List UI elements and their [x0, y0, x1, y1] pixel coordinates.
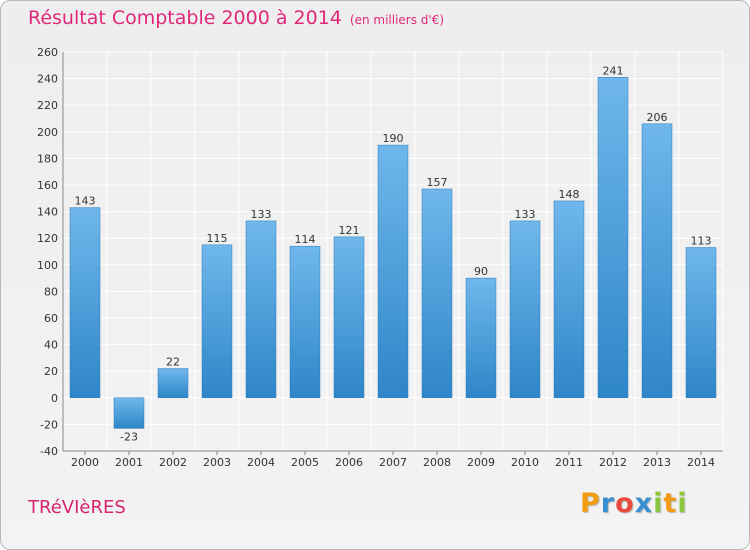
- bar-2010: [509, 220, 541, 399]
- bar-2013: [641, 123, 673, 399]
- bar-2008: [421, 188, 453, 399]
- y-tick-label: 160: [37, 179, 58, 192]
- bar-2002: [157, 368, 189, 399]
- bar-2012: [597, 77, 629, 399]
- logo-letter: r: [600, 488, 616, 519]
- value-label: 157: [427, 176, 448, 189]
- x-tick-label: 2001: [115, 456, 143, 469]
- x-tick-label: 2014: [687, 456, 715, 469]
- bar-2009: [465, 277, 497, 399]
- y-tick-label: 200: [37, 126, 58, 139]
- bar-2014: [685, 247, 717, 399]
- logo-letter: o: [615, 488, 635, 519]
- x-tick-label: 2010: [511, 456, 539, 469]
- value-label: 241: [603, 64, 624, 77]
- data-labels: 143 -23 22 115 133 114 121 190 157 90 133 148 241 206…: [75, 64, 712, 443]
- y-tick-label: 20: [44, 365, 58, 378]
- logo-letter: P: [580, 488, 601, 519]
- x-tick-label: 2006: [335, 456, 363, 469]
- y-tick-label: 260: [37, 46, 58, 59]
- value-label: 133: [251, 208, 272, 221]
- bar-2001: [113, 397, 145, 429]
- chart-title: Résultat Comptable 2000 à 2014 (en millie…: [28, 7, 444, 29]
- value-label: 115: [207, 232, 228, 245]
- bar-2004: [245, 220, 277, 399]
- value-label: 114: [295, 233, 316, 246]
- y-tick-label: 80: [44, 285, 58, 298]
- value-label: 133: [515, 208, 536, 221]
- logo-letter: t: [663, 488, 678, 519]
- x-tick-label: 2003: [203, 456, 231, 469]
- value-label: 121: [339, 224, 360, 237]
- bar-2006: [333, 236, 365, 399]
- y-tick-label: 100: [37, 259, 58, 272]
- y-tick-label: 60: [44, 312, 58, 325]
- proxiti-logo: Proxiti: [580, 488, 688, 519]
- bar-2003: [201, 244, 233, 399]
- x-tick-label: 2009: [467, 456, 495, 469]
- bar-2011: [553, 200, 585, 399]
- bar-2005: [289, 245, 321, 399]
- value-label: 113: [691, 235, 712, 248]
- x-tick-label: 2007: [379, 456, 407, 469]
- y-tick-label: 40: [44, 339, 58, 352]
- bar-2007: [377, 144, 409, 399]
- y-tick-label: 220: [37, 99, 58, 112]
- logo-letter: i: [653, 488, 664, 519]
- y-tick-label: 240: [37, 73, 58, 86]
- value-label: 148: [559, 188, 580, 201]
- y-tick-label: 120: [37, 232, 58, 245]
- chart-title-text: Résultat Comptable 2000 à 2014: [28, 7, 342, 29]
- x-tick-label: 2004: [247, 456, 275, 469]
- value-label: 22: [166, 356, 180, 369]
- y-tick-label: 0: [51, 392, 58, 405]
- axes: -40 -20 0 20 40 60 80 100 120 140 160 180 200 220 240 2…: [37, 46, 723, 469]
- bar-2000: [69, 207, 101, 399]
- x-tick-label: 2000: [71, 456, 99, 469]
- y-tick-label: 180: [37, 152, 58, 165]
- chart-subtitle: (en milliers d'€): [349, 13, 445, 27]
- logo-letter: i: [677, 488, 688, 519]
- x-tick-label: 2008: [423, 456, 451, 469]
- y-tick-label: 140: [37, 206, 58, 219]
- value-label: 206: [647, 111, 668, 124]
- value-label: 190: [383, 132, 404, 145]
- value-label: 90: [474, 265, 488, 278]
- value-label: -23: [120, 430, 138, 443]
- x-tick-label: 2002: [159, 456, 187, 469]
- x-tick-label: 2013: [643, 456, 671, 469]
- x-tick-label: 2005: [291, 456, 319, 469]
- logo-letter: x: [634, 488, 654, 519]
- commune-name: TRéVIèRES: [28, 497, 126, 518]
- bars: [69, 77, 717, 429]
- x-tick-label: 2012: [599, 456, 627, 469]
- x-tick-label: 2011: [555, 456, 583, 469]
- y-tick-label: -40: [40, 445, 58, 458]
- value-label: 143: [75, 195, 96, 208]
- y-tick-label: -20: [40, 418, 58, 431]
